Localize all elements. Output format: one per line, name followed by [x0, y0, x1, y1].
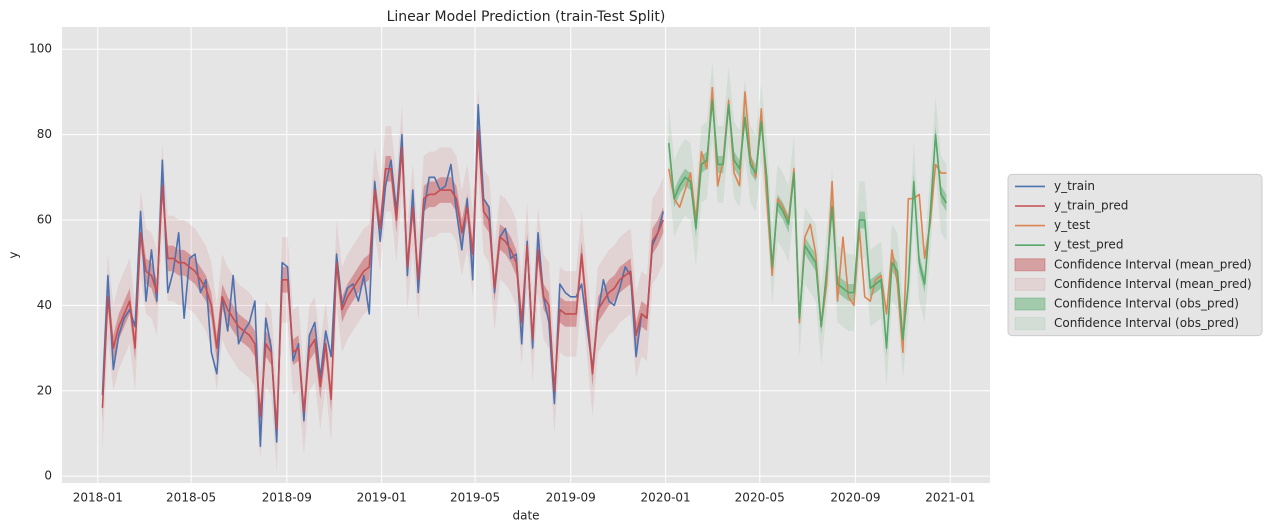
x-axis-label: date: [512, 509, 539, 523]
x-tick-label: 2020-01: [641, 491, 691, 505]
confidence-band: [102, 87, 664, 472]
legend: y_train y_train_pred y_test y_test_pred Conf…: [1007, 173, 1263, 337]
x-tick-label: 2021-01: [925, 491, 975, 505]
x-tick-label: 2018-01: [73, 491, 123, 505]
legend-label: Confidence Interval (obs_pred): [1054, 297, 1239, 311]
series-line: [667, 99, 948, 349]
y-tick-label: 100: [29, 42, 52, 56]
x-tick-label: 2019-05: [450, 491, 500, 505]
legend-label: Confidence Interval (obs_pred): [1054, 316, 1239, 330]
x-tick-label: 2020-05: [735, 491, 785, 505]
legend-swatch: [1014, 317, 1046, 331]
grid: [62, 27, 990, 483]
legend-box: [1007, 173, 1263, 337]
x-tick-label: 2020-09: [830, 491, 880, 505]
legend-label: y_test_pred: [1054, 238, 1123, 252]
y-tick-label: 80: [37, 127, 52, 141]
plot: [101, 62, 948, 472]
x-tick-label: 2019-01: [357, 491, 407, 505]
legend-label: Confidence Interval (mean_pred): [1054, 257, 1252, 271]
y-tick-label: 0: [44, 469, 52, 483]
confidence-band: [668, 62, 947, 387]
confidence-band: [668, 91, 947, 357]
y-tick-label: 60: [37, 212, 52, 226]
legend-label: y_train: [1054, 179, 1095, 193]
legend-label: Confidence Interval (mean_pred): [1054, 277, 1252, 291]
legend-swatch: [1014, 258, 1046, 272]
series-line: [101, 103, 665, 448]
series-line: [101, 129, 665, 431]
x-tick-label: 2018-05: [166, 491, 216, 505]
legend-label: y_test: [1054, 218, 1090, 232]
legend-swatch: [1014, 277, 1046, 291]
x-tick-label: 2019-09: [546, 491, 596, 505]
x-tick-label: 2018-09: [262, 491, 312, 505]
legend-label: y_train_pred: [1054, 199, 1128, 213]
y-axis-label: y: [7, 251, 21, 258]
legend-swatch: [1014, 297, 1046, 311]
chart-title: Linear Model Prediction (train-Test Spli…: [387, 9, 666, 25]
y-tick-label: 20: [37, 383, 52, 397]
y-tick-label: 40: [37, 298, 52, 312]
